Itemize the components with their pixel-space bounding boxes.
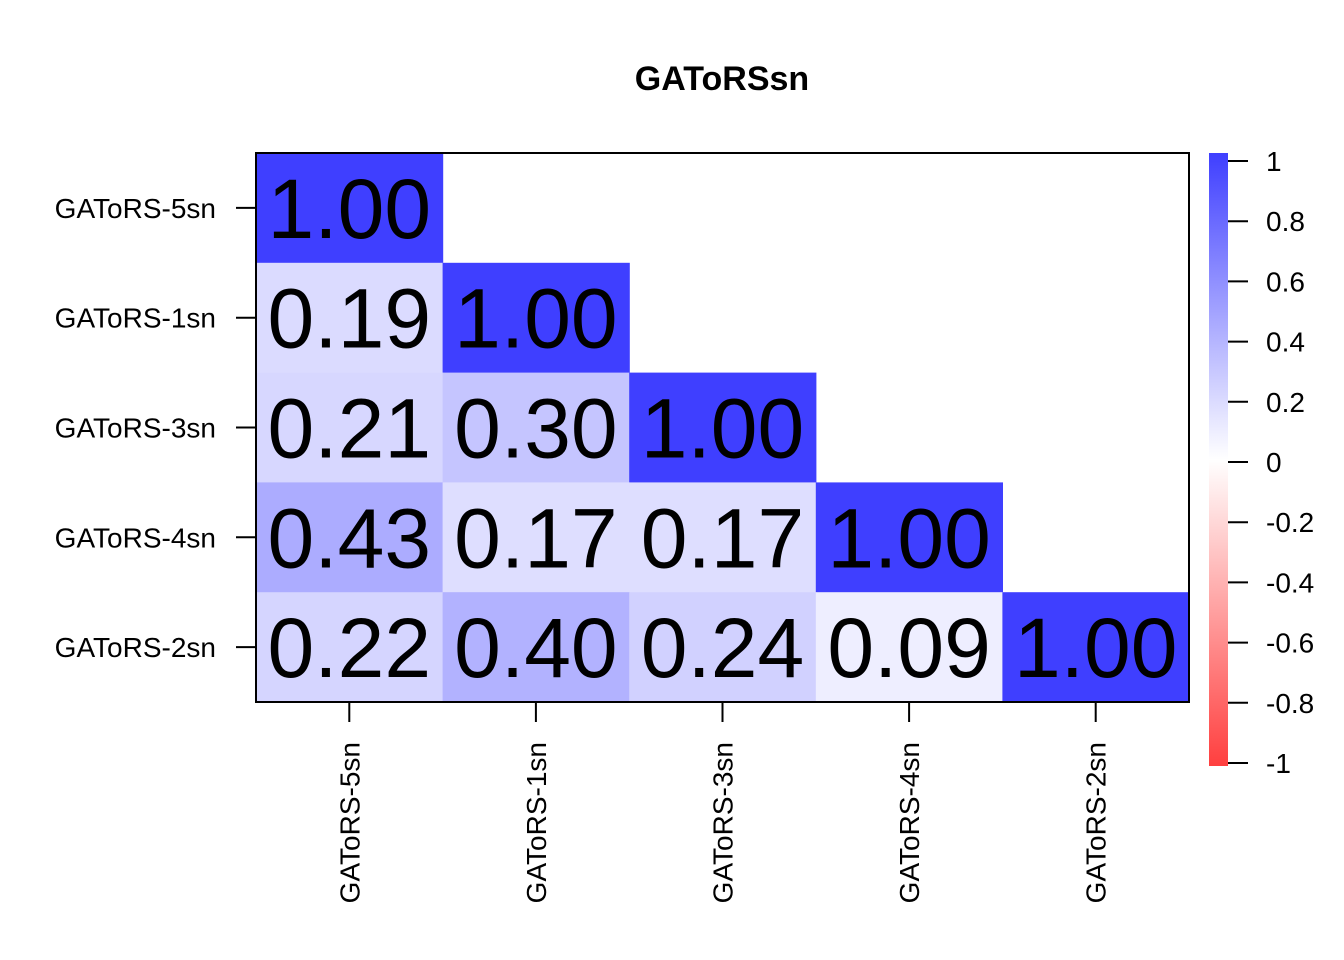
colorbar-gradient (1209, 153, 1228, 766)
cell-value-label: 0.17 (454, 491, 618, 585)
colorbar-tick-label: -0.2 (1266, 507, 1314, 538)
heatmap-cell (256, 153, 444, 264)
colorbar-tick-label: -0.6 (1266, 628, 1314, 659)
y-tick-label: GAToRS-4sn (55, 522, 216, 553)
colorbar-legend: 1 0.8 0.6 0.4 0.2 0 -0.2 -0.4 -0.6 -0.8 -1 (1209, 146, 1314, 779)
cell-value-label: 1.00 (268, 162, 432, 256)
colorbar-tick-label: 0.6 (1266, 266, 1305, 297)
y-tick-label: GAToRS-5sn (55, 193, 216, 224)
heatmap-cell (629, 372, 817, 483)
y-tick-label: GAToRS-3sn (55, 413, 216, 444)
cell-value-label: 0.22 (268, 601, 432, 695)
cell-value-label: 0.30 (454, 382, 618, 476)
cell-value-label: 1.00 (827, 491, 991, 585)
heatmap-cell (256, 592, 444, 703)
x-tick-label: GAToRS-5sn (334, 742, 365, 903)
colorbar-tick-label: 1 (1266, 146, 1282, 177)
cell-value-label: 1.00 (454, 272, 618, 366)
y-tick-label: GAToRS-2sn (55, 632, 216, 663)
x-tick-label: GAToRS-3sn (708, 742, 739, 903)
colorbar-tick-label: -1 (1266, 748, 1291, 779)
cell-value-label: 1.00 (641, 382, 805, 476)
heatmap-cell (442, 372, 630, 483)
cell-value-label: 0.09 (827, 601, 991, 695)
colorbar-tick-label: 0.2 (1266, 387, 1305, 418)
chart-title: GAToRSsn (635, 60, 809, 98)
cell-value-label: 0.17 (641, 491, 805, 585)
x-axis: GAToRS-5sn GAToRS-1sn GAToRS-3sn GAToRS-4sn… (334, 702, 1112, 903)
x-tick-label: GAToRS-2sn (1081, 742, 1112, 903)
cell-value-label: 0.21 (268, 382, 432, 476)
cell-value-label: 0.24 (641, 601, 805, 695)
heatmap-cells: 1.000.19 1.000.21 0.30 1.000.43 0.17 0.17 1.00… (256, 153, 1190, 703)
heatmap-cell (815, 592, 1003, 703)
heatmap-cell (442, 482, 630, 593)
y-axis: GAToRS-5sn GAToRS-1sn GAToRS-3sn GAToRS-4sn… (55, 193, 256, 663)
cell-value-label: 0.19 (268, 272, 432, 366)
cell-value-label: 0.43 (268, 491, 432, 585)
heatmap-cell (442, 592, 630, 703)
y-tick-label: GAToRS-1sn (55, 303, 216, 334)
x-tick-label: GAToRS-4sn (894, 742, 925, 903)
heatmap-cell (1002, 592, 1190, 703)
x-tick-label: GAToRS-1sn (521, 742, 552, 903)
heatmap-cell (815, 482, 1003, 593)
colorbar-tick-label: 0.8 (1266, 206, 1305, 237)
heatmap-cell (442, 262, 630, 374)
heatmap-cell (256, 482, 444, 593)
cell-value-label: 1.00 (1014, 601, 1178, 695)
colorbar-tick-label: 0.4 (1266, 327, 1305, 358)
colorbar-tick-label: -0.4 (1266, 567, 1314, 598)
cell-value-label: 0.40 (454, 601, 618, 695)
heatmap-cell (256, 372, 444, 483)
colorbar-tick-label: 0 (1266, 447, 1282, 478)
heatmap-cell (629, 592, 817, 703)
colorbar-tick-label: -0.8 (1266, 688, 1314, 719)
heatmap-cell (629, 482, 817, 593)
heatmap-cell (256, 262, 444, 374)
